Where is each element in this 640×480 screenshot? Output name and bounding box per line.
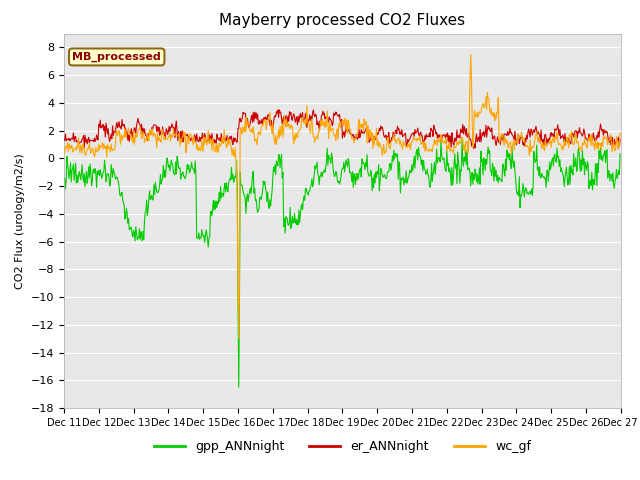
Title: Mayberry processed CO2 Fluxes: Mayberry processed CO2 Fluxes — [220, 13, 465, 28]
Text: MB_processed: MB_processed — [72, 52, 161, 62]
Y-axis label: CO2 Flux (urology/m2/s): CO2 Flux (urology/m2/s) — [15, 153, 25, 288]
Legend: gpp_ANNnight, er_ANNnight, wc_gf: gpp_ANNnight, er_ANNnight, wc_gf — [148, 435, 536, 458]
